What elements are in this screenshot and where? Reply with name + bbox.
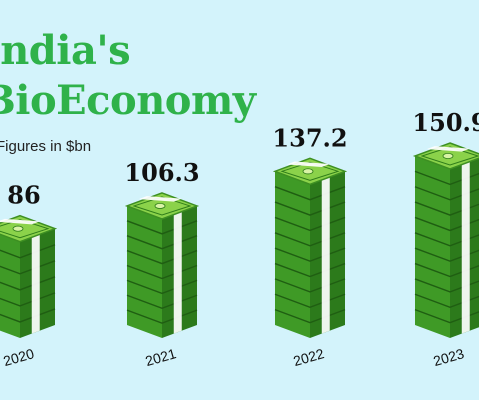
paper-band-top xyxy=(0,218,40,225)
chart-title: India's BioEconomy xyxy=(0,26,256,126)
bundle-line xyxy=(414,170,479,186)
bundle-line xyxy=(274,308,346,324)
bundle-line xyxy=(414,201,479,216)
paper-band xyxy=(461,161,470,334)
paper-band xyxy=(321,176,330,334)
bundle-line xyxy=(126,279,198,295)
value-label-2021: 106.3 xyxy=(124,158,199,187)
bundle-line xyxy=(0,260,56,275)
value-label-2023: 150.9 xyxy=(412,108,479,137)
bundle-line xyxy=(126,294,198,309)
bundle-line xyxy=(0,308,56,323)
note-seal xyxy=(12,225,24,232)
bundle-line xyxy=(414,293,479,309)
bundle-line xyxy=(274,216,346,232)
bundle-line xyxy=(274,262,346,278)
bundle-line xyxy=(414,247,479,262)
bundle-line xyxy=(414,308,479,324)
bundle-line xyxy=(126,264,198,280)
bundle-line xyxy=(274,278,346,293)
bundle-line xyxy=(126,249,198,265)
bundle-line xyxy=(414,262,479,278)
note-print xyxy=(132,196,192,216)
bundle-line xyxy=(126,235,198,250)
year-label-2021: 2021 xyxy=(143,345,178,369)
note-print xyxy=(0,219,50,239)
paper-band-top xyxy=(138,196,182,202)
bundle-line xyxy=(0,276,56,291)
stack-left-face-2023 xyxy=(415,155,450,338)
paper-band-top xyxy=(426,146,470,152)
chart-subtitle: Figures in $bn xyxy=(0,138,92,155)
bundle-line xyxy=(274,232,346,247)
title-line-1: India's xyxy=(0,27,131,74)
paper-band-top xyxy=(286,161,330,167)
paper-band xyxy=(31,234,40,334)
bundle-line xyxy=(414,278,479,293)
note-seal xyxy=(154,202,166,209)
note-print xyxy=(420,146,479,166)
note-seal xyxy=(302,168,314,175)
bundle-line xyxy=(414,232,479,247)
bundle-line xyxy=(414,186,479,201)
note-seal xyxy=(442,152,454,159)
note-print xyxy=(280,161,340,181)
bundle-line xyxy=(274,186,346,201)
bundle-line xyxy=(126,220,198,235)
bundle-line xyxy=(274,201,346,216)
bundle-line xyxy=(0,292,56,307)
year-label-2020: 2020 xyxy=(1,345,36,369)
paper-band xyxy=(173,211,182,334)
bundle-line xyxy=(126,309,198,324)
bundle-line xyxy=(414,216,479,232)
title-line-2: BioEconomy xyxy=(0,77,256,124)
value-label-2022: 137.2 xyxy=(272,123,347,152)
bundle-line xyxy=(274,293,346,309)
year-label-2023: 2023 xyxy=(431,345,466,369)
bundle-line xyxy=(0,244,56,259)
year-label-2022: 2022 xyxy=(291,345,326,369)
value-label-2020: 86 xyxy=(7,181,40,210)
bundle-line xyxy=(274,247,346,262)
